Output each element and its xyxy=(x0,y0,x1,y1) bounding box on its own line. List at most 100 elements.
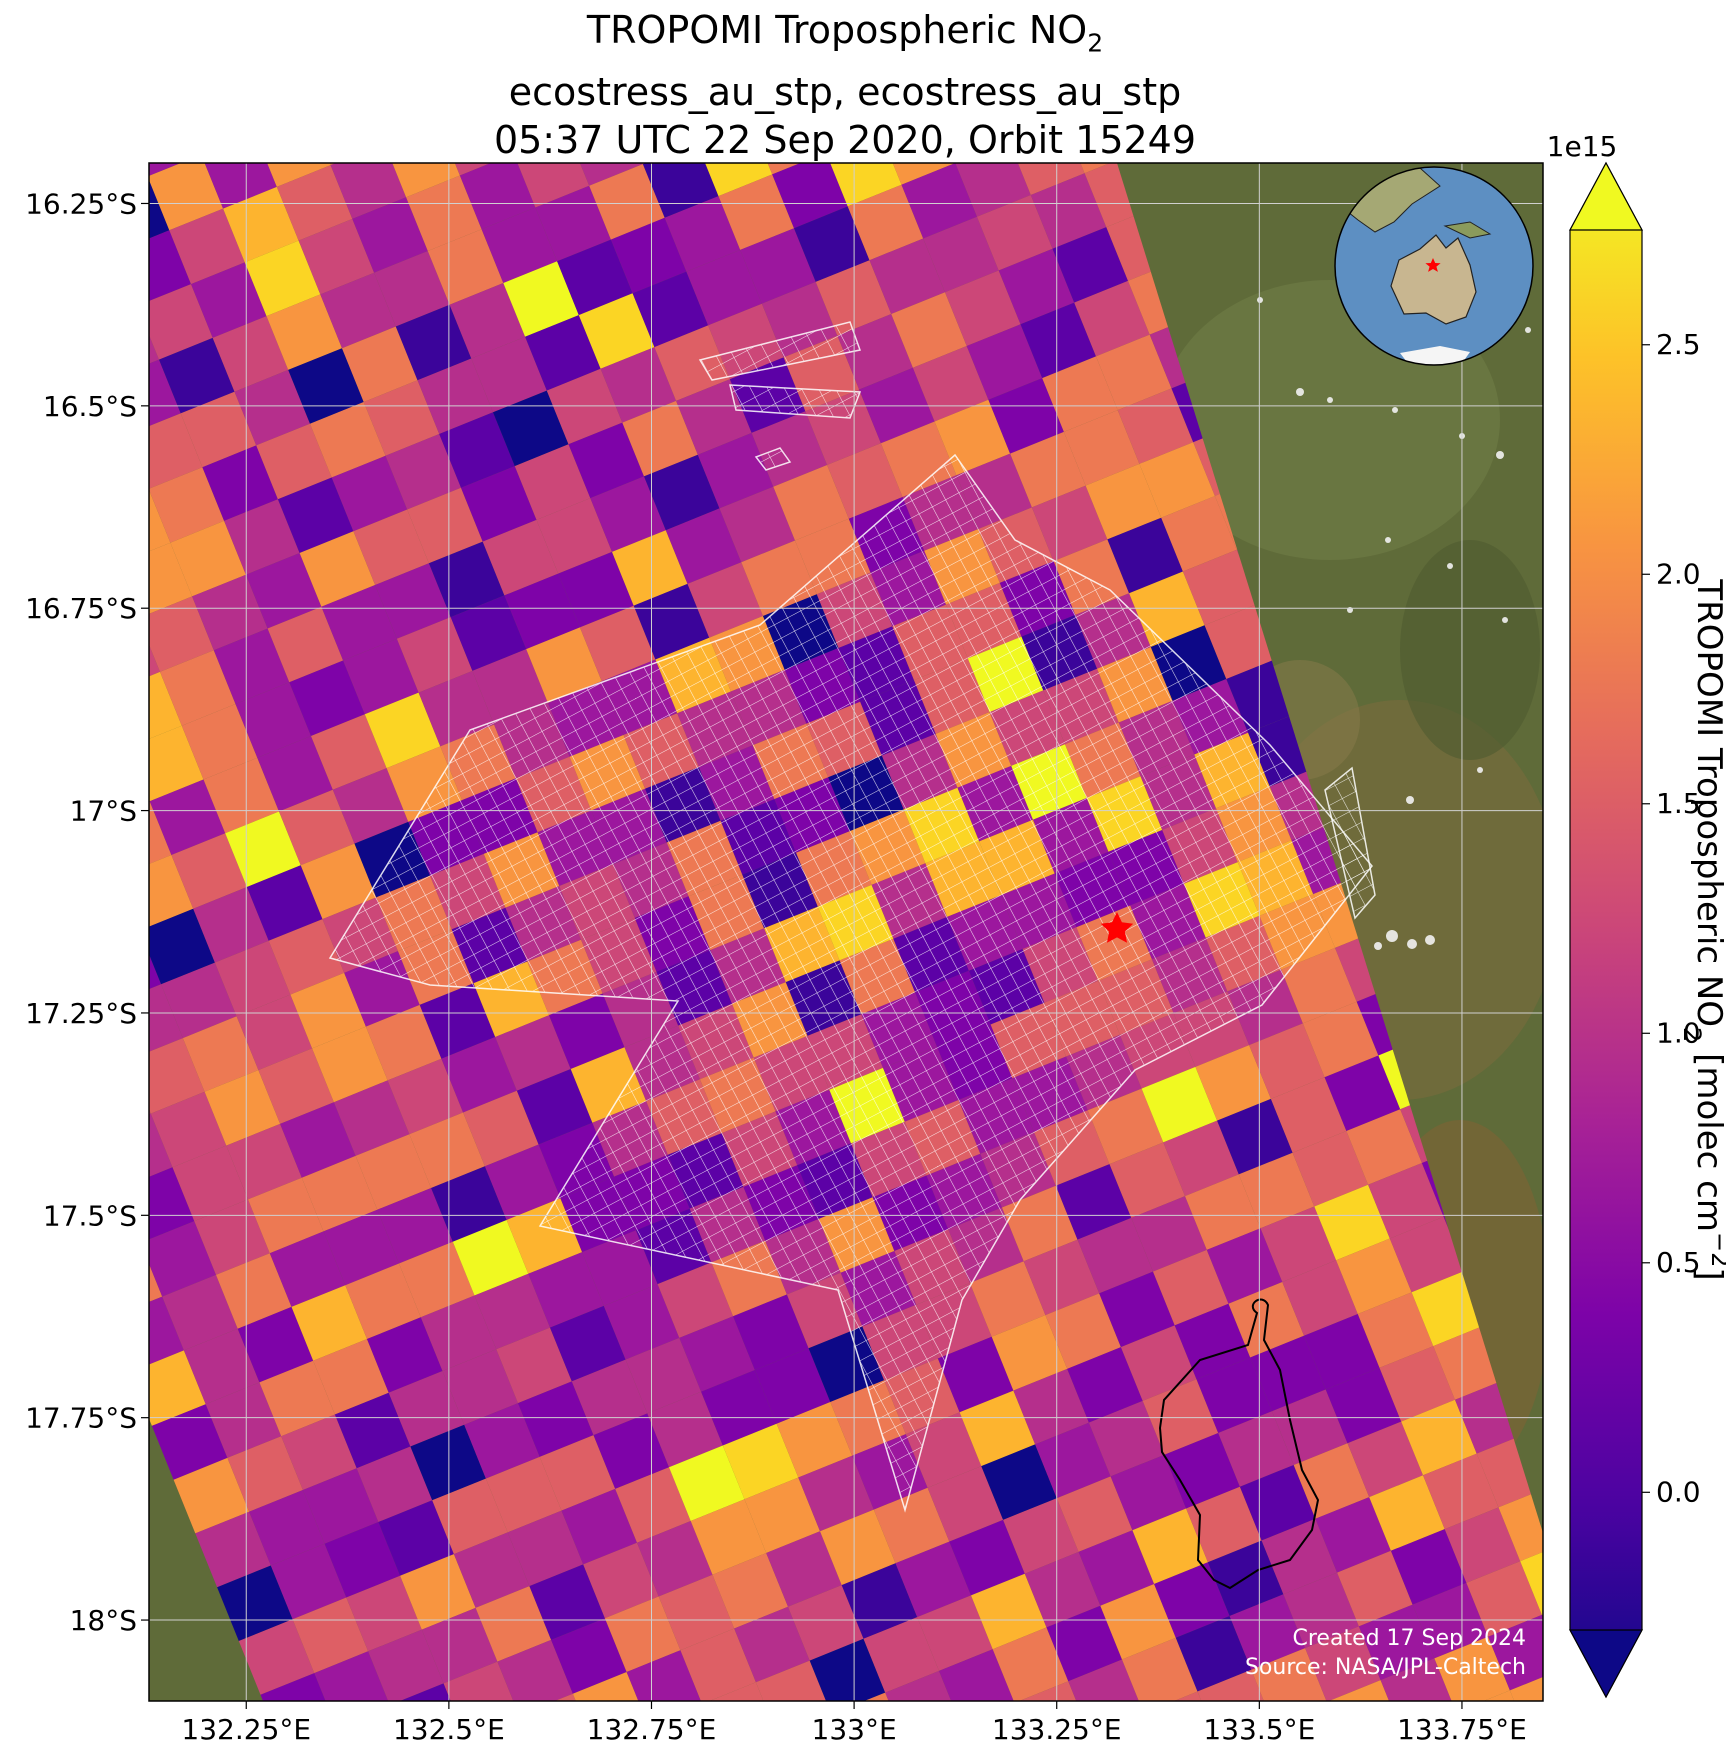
no2-pixel xyxy=(1067,1347,1143,1423)
no2-pixel xyxy=(384,163,460,198)
no2-pixel xyxy=(1182,549,1259,626)
no2-pixel xyxy=(1337,1550,1413,1627)
no2-pixel xyxy=(1283,1572,1359,1649)
no2-pixel xyxy=(1161,496,1237,572)
no2-pixel xyxy=(149,230,191,306)
no2-pixel xyxy=(1302,1001,1379,1078)
no2-pixel xyxy=(493,390,569,467)
footprint-scene-3 xyxy=(754,447,792,471)
lon-tick-label: 132.5°E xyxy=(393,1713,505,1746)
no2-pixel xyxy=(647,1391,723,1468)
no2-pixel xyxy=(665,508,742,584)
footprint-scene-2 xyxy=(729,384,862,419)
no2-pixel xyxy=(718,174,794,250)
no2-pixel xyxy=(690,1499,767,1575)
no2-pixel xyxy=(149,467,225,543)
no2-pixel xyxy=(150,1091,227,1168)
no2-pixel xyxy=(991,1315,1068,1391)
no2-pixel xyxy=(528,1252,604,1328)
no2-pixel xyxy=(321,585,397,661)
no2-pixel xyxy=(260,1673,336,1701)
no2-pixel xyxy=(1305,1626,1381,1701)
no2-pixel xyxy=(421,1607,498,1684)
no2-pixel xyxy=(1175,1616,1252,1692)
no2-pixel xyxy=(267,606,344,683)
no2-pixel xyxy=(269,1231,346,1307)
no2-pixel xyxy=(1117,388,1194,464)
no2-pixel xyxy=(330,163,407,219)
no2-pixel xyxy=(1141,1066,1218,1143)
no2-pixel xyxy=(149,1221,216,1297)
no2-pixel xyxy=(399,1241,475,1318)
no2-pixel xyxy=(826,163,902,207)
no2-pixel xyxy=(637,1521,713,1597)
no2-pixel xyxy=(1052,227,1128,303)
lat-tick-label: 18°S xyxy=(70,1604,137,1637)
no2-pixel xyxy=(1369,1475,1445,1551)
no2-pixel xyxy=(300,843,377,920)
no2-pixel xyxy=(937,1336,1014,1413)
no2-pixel xyxy=(917,1595,993,1671)
colorbar-tick-label: 2.5 xyxy=(1656,328,1701,361)
no2-pixel xyxy=(182,1016,259,1092)
no2-pixel xyxy=(396,617,473,693)
no2-pixel xyxy=(1024,1551,1101,1628)
title-line-2: ecostress_au_stp, ecostress_au_stp xyxy=(508,69,1182,114)
no2-pixel xyxy=(375,563,451,639)
no2-pixel xyxy=(482,519,559,596)
no2-pixel xyxy=(149,359,181,436)
no2-pixel xyxy=(290,972,366,1049)
no2-pixel xyxy=(923,216,999,293)
no2-pixel xyxy=(443,1661,520,1701)
no2-pixel xyxy=(755,1660,832,1701)
longitude-labels: 132.25°E 132.5°E 132.75°E 133°E 133.25°E 133.… xyxy=(181,1701,1527,1746)
no2-pixel xyxy=(568,422,644,499)
no2-pixel xyxy=(987,66,1063,142)
title-line-1: TROPOMI Tropospheric NO2 xyxy=(586,8,1104,58)
no2-pixel xyxy=(1509,1668,1543,1701)
no2-pixel xyxy=(621,163,697,165)
no2-pixel xyxy=(955,163,1031,217)
no2-pixel xyxy=(183,1328,260,1405)
no2-pixel xyxy=(169,208,245,285)
colorbar-ticks: 0.0 0.5 1.0 1.5 2.0 2.5 xyxy=(1642,328,1701,1508)
no2-pixel xyxy=(853,1746,929,1752)
no2-pixel xyxy=(579,605,656,682)
colorbar-tick-label: 0.0 xyxy=(1656,1475,1701,1508)
no2-pixel xyxy=(256,423,332,500)
no2-pixel xyxy=(363,380,440,456)
no2-pixel xyxy=(669,1445,745,1521)
no2-pixel xyxy=(1261,1518,1338,1595)
no2-pixel xyxy=(1197,1669,1273,1701)
no2-pixel xyxy=(302,1468,379,1544)
no2-pixel xyxy=(377,1188,453,1264)
no2-pixel xyxy=(654,325,730,401)
no2-pixel xyxy=(249,1490,325,1566)
no2-pixel xyxy=(276,165,353,241)
no2-pixel xyxy=(1132,1508,1208,1584)
no2-pixel xyxy=(310,402,386,478)
no2-pixel xyxy=(1612,64,1688,140)
no2-pixel xyxy=(1062,163,1139,174)
no2-pixel xyxy=(1117,76,1193,152)
no2-pixel xyxy=(313,1339,389,1415)
no2-pixel xyxy=(266,294,342,370)
no2-pixel xyxy=(356,1446,433,1522)
no2-pixel xyxy=(879,163,956,185)
no2-pixel xyxy=(235,682,311,758)
no2-pixel xyxy=(407,487,483,564)
no2-pixel xyxy=(1520,1539,1543,1615)
no2-pixel xyxy=(288,348,364,424)
no2-pixel xyxy=(161,962,237,1039)
no2-pixel xyxy=(696,163,773,197)
site-star-marker xyxy=(1100,912,1134,943)
no2-pixel xyxy=(417,358,493,434)
no2-pixel xyxy=(343,638,419,715)
no2-pixel xyxy=(1196,1357,1272,1433)
no2-pixel xyxy=(507,1510,584,1587)
no2-pixel xyxy=(400,1554,476,1630)
no2-pixel xyxy=(680,1628,756,1701)
no2-pixel xyxy=(626,1650,703,1701)
no2-pixel xyxy=(733,1294,809,1370)
